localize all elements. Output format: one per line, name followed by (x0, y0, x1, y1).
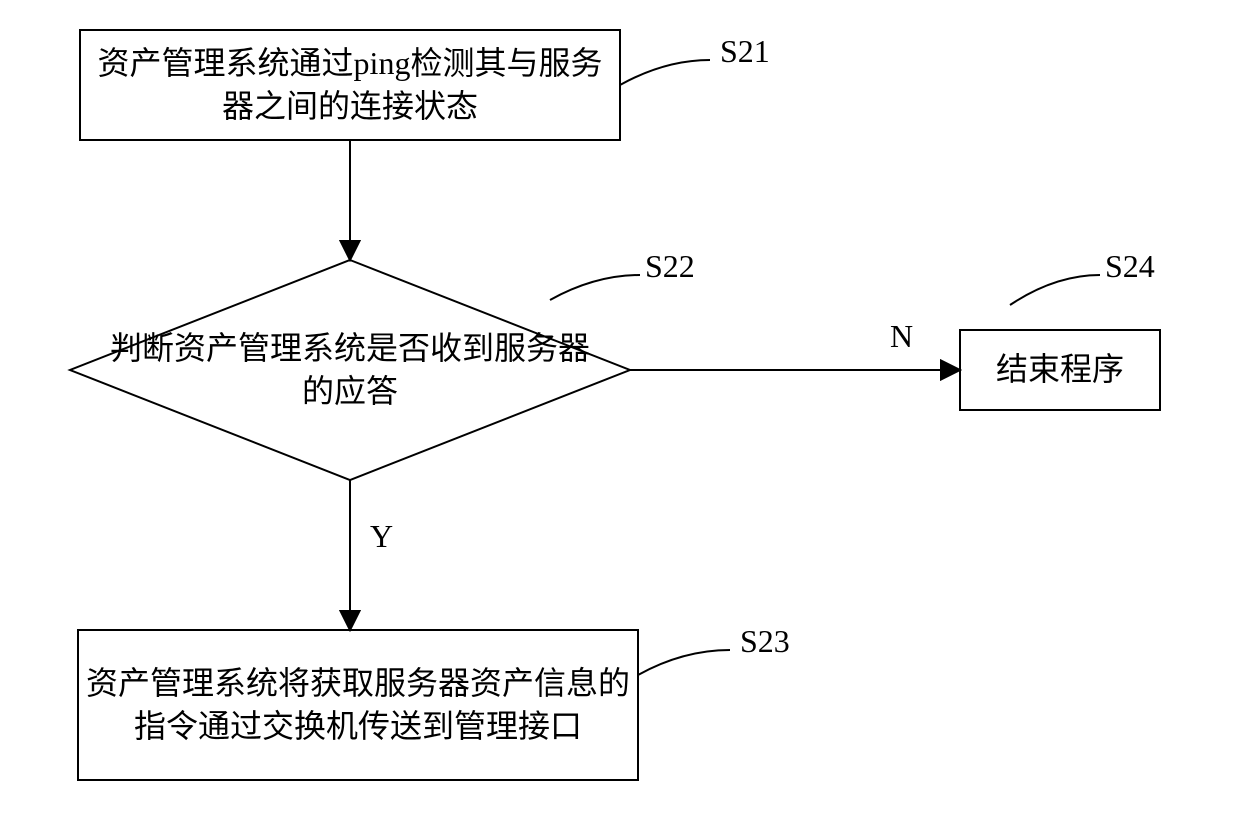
flowchart-canvas (0, 0, 1240, 818)
